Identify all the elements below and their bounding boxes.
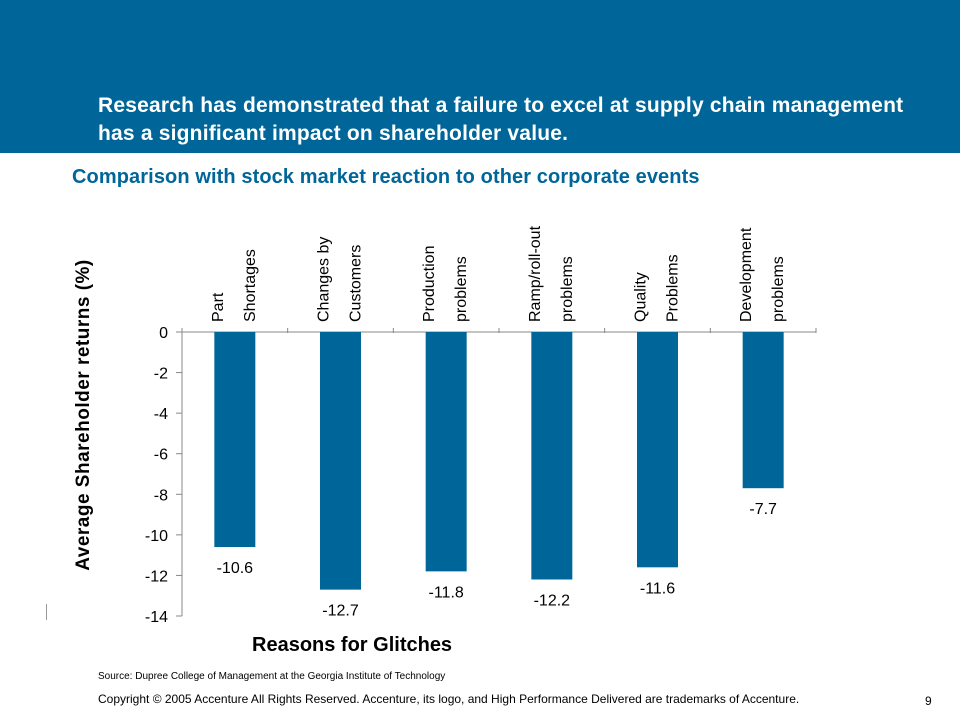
category-label-line: Shortages [242, 249, 259, 322]
bar [637, 332, 678, 568]
category-label-line: Changes by [316, 237, 333, 322]
category-label-line: Customers [348, 245, 365, 322]
y-tick-label: 0 [159, 325, 168, 342]
headline: Research has demonstrated that a failure… [98, 94, 904, 145]
slide-edge-mark [46, 604, 47, 620]
bar [742, 332, 784, 489]
category-label-line: Production [421, 246, 438, 323]
category-label-line: problems [559, 256, 576, 322]
y-tick-label: -6 [154, 447, 168, 464]
category-label-line: problems [453, 256, 470, 322]
page-number: 9 [925, 694, 932, 708]
y-tick-label: -10 [145, 528, 168, 545]
bar [320, 332, 361, 590]
header-banner [0, 0, 960, 153]
category-label: Development problems [738, 227, 787, 322]
category-label: Quality Problems [633, 254, 682, 322]
y-tick-label: -4 [154, 406, 168, 423]
y-axis-label: Average Shareholder returns (%) [73, 259, 94, 571]
category-label-line: Quality [633, 272, 650, 322]
category-label-line: Development [738, 227, 755, 322]
y-tick-label: -14 [145, 609, 168, 626]
source-note: Source: Dupree College of Management at … [98, 671, 446, 682]
bar [425, 332, 467, 572]
category-label: Ramp/roll-out problems [527, 225, 576, 322]
data-label: -7.7 [749, 501, 777, 518]
bar [531, 332, 573, 580]
data-label: -10.6 [217, 560, 254, 577]
data-label: -12.7 [322, 603, 359, 620]
y-tick-label: -12 [145, 568, 168, 585]
category-label: Production problems [421, 246, 470, 323]
y-tick-label: -2 [154, 366, 168, 383]
category-label-line: Ramp/roll-out [527, 225, 544, 322]
category-label: Part Shortages [210, 249, 259, 322]
bar [214, 332, 256, 548]
category-label-line: Problems [665, 254, 682, 322]
x-axis-label: Reasons for Glitches [252, 634, 453, 656]
data-label: -12.2 [534, 592, 571, 609]
y-tick-label: -8 [154, 487, 168, 504]
category-label-line: Part [210, 292, 227, 322]
copyright-notice: Copyright © 2005 Accenture All Rights Re… [98, 692, 800, 706]
data-label: -11.6 [640, 580, 675, 597]
data-label: -11.8 [429, 584, 464, 601]
chart-subtitle: Comparison with stock market reaction to… [72, 166, 700, 188]
category-label-line: problems [770, 256, 787, 322]
category-label: Changes by Customers [316, 237, 365, 322]
